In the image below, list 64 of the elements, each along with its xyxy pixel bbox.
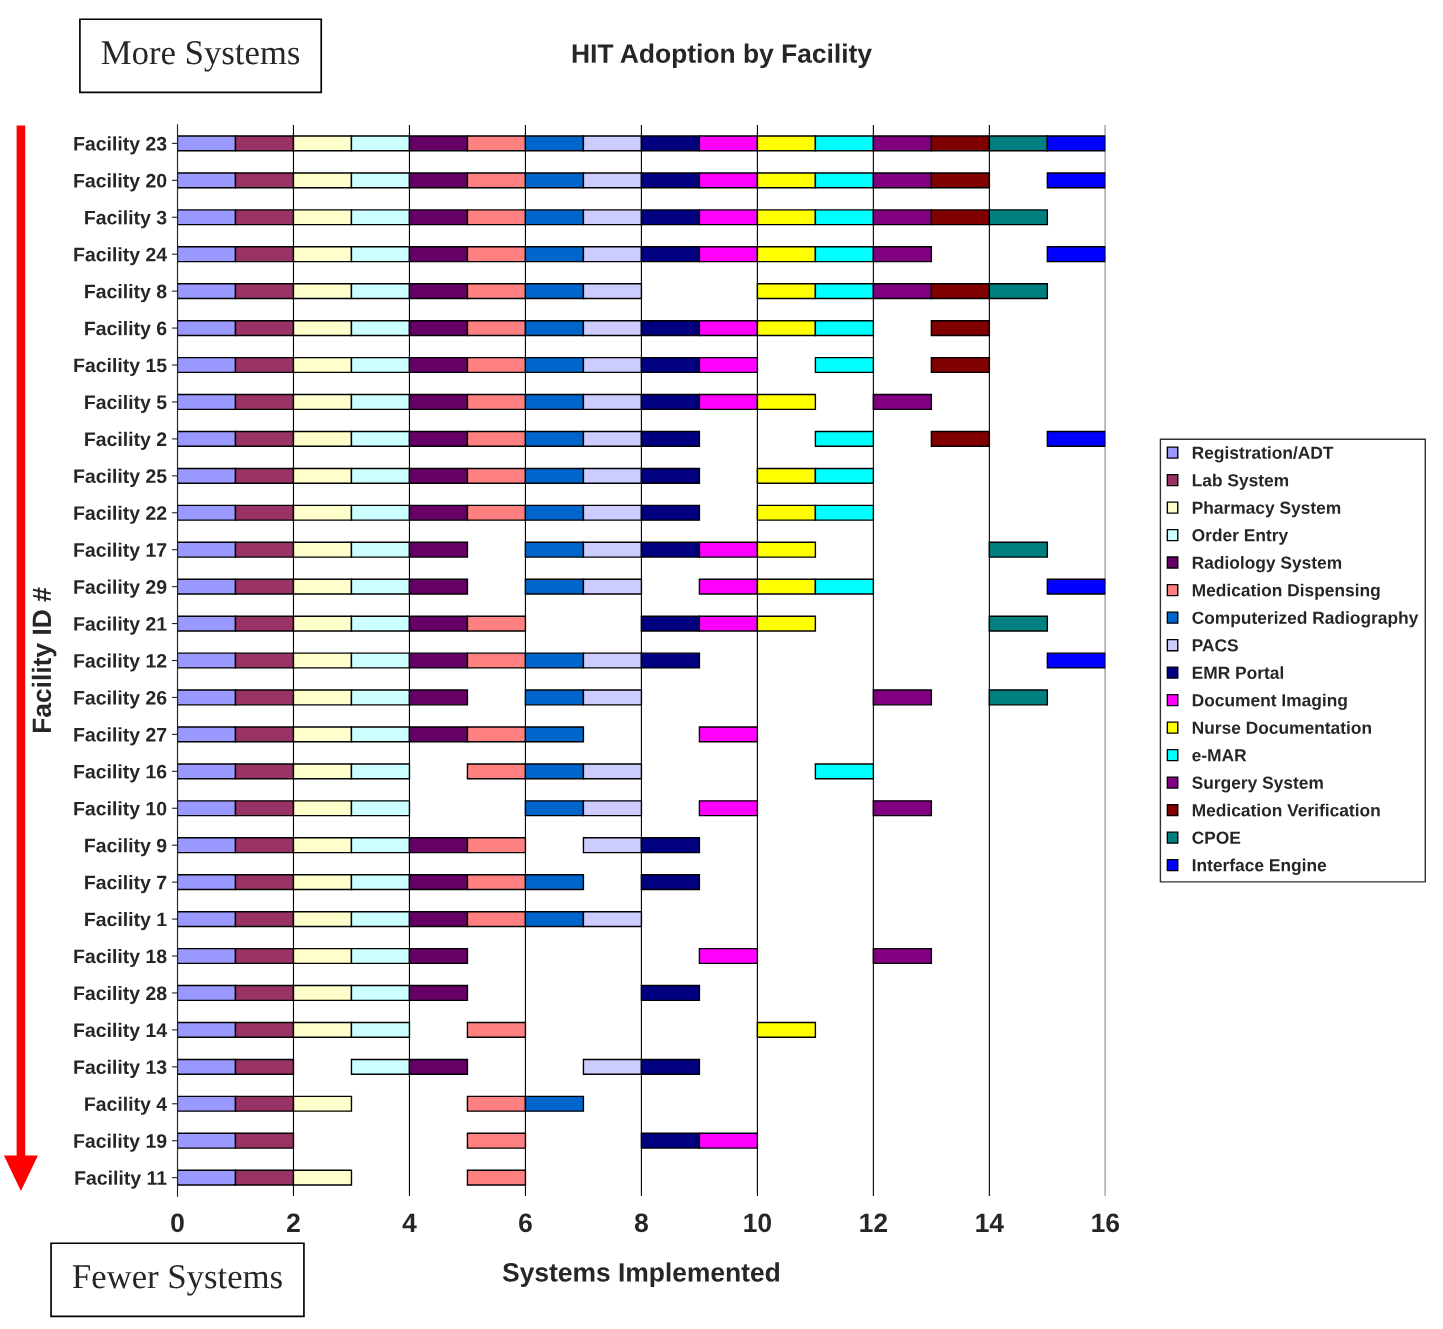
y-tick-label: Facility 28 bbox=[74, 985, 167, 1005]
x-tick-label: 12 bbox=[860, 1213, 887, 1232]
y-tick-label: Facility 27 bbox=[74, 727, 167, 746]
x-tick-label: 4 bbox=[402, 1213, 417, 1232]
y-tick-label: Facility 7 bbox=[85, 875, 167, 894]
x-tick-label: 16 bbox=[1092, 1213, 1120, 1233]
y-tick-label: Facility 3 bbox=[85, 210, 167, 229]
y-tick-label: Facility 4 bbox=[85, 1096, 167, 1115]
y-tick-label: Facility 6 bbox=[85, 321, 167, 340]
x-tick-label: 0 bbox=[171, 1213, 184, 1233]
x-tick-label: 10 bbox=[744, 1213, 771, 1233]
x-tick-label: 8 bbox=[634, 1213, 648, 1233]
legend-label: Lab System bbox=[1192, 473, 1289, 490]
y-tick-label: Facility 25 bbox=[74, 468, 167, 487]
y-tick-label: Facility 17 bbox=[74, 542, 167, 561]
legend-label: EMR Portal bbox=[1192, 666, 1284, 679]
x-tick-label: 6 bbox=[519, 1213, 532, 1233]
y-tick-label: Facility 18 bbox=[74, 948, 167, 968]
legend-label: Pharmacy System bbox=[1192, 501, 1341, 518]
legend-label: Document Imaging bbox=[1192, 693, 1347, 710]
legend-label: Medication Dispensing bbox=[1192, 583, 1380, 600]
y-tick-label: Facility 9 bbox=[85, 838, 167, 857]
bar bbox=[1046, 430, 1106, 447]
y-tick-label: Facility 23 bbox=[74, 136, 167, 155]
text: More Systems bbox=[101, 41, 300, 72]
y-tick-label: Facility 14 bbox=[74, 1022, 167, 1041]
legend-label: CPOE bbox=[1192, 831, 1241, 844]
y-tick-label: Facility 21 bbox=[74, 616, 167, 635]
y-tick-label: Facility 12 bbox=[74, 653, 167, 672]
y-tick-label: Facility 13 bbox=[74, 1059, 167, 1078]
chart-title: HIT Adoption by Facility bbox=[572, 43, 872, 69]
text: Fewer Systems bbox=[72, 1265, 282, 1296]
legend-label: Order Entry bbox=[1192, 528, 1289, 545]
y-tick-label: Facility 2 bbox=[85, 431, 167, 450]
y-tick-label: Facility 24 bbox=[74, 247, 167, 266]
legend-label: Medication Verification bbox=[1192, 803, 1380, 817]
bar bbox=[1046, 652, 1106, 669]
bar bbox=[1046, 246, 1106, 263]
legend-label: PACS bbox=[1192, 639, 1238, 652]
legend-label: Surgery System bbox=[1192, 776, 1323, 793]
legend-label: Registration/ADT bbox=[1192, 446, 1334, 463]
y-tick-label: Facility 8 bbox=[85, 284, 167, 303]
y-tick-label: Facility 11 bbox=[75, 1170, 167, 1189]
y-tick-label: Facility 29 bbox=[74, 579, 167, 598]
y-tick-label: Facility 10 bbox=[74, 801, 167, 820]
legend-label: Computerized Radiography bbox=[1192, 611, 1419, 628]
y-tick-label: Facility 26 bbox=[74, 690, 167, 709]
y-tick-label: Facility 16 bbox=[74, 764, 167, 783]
y-tick-label: Facility 15 bbox=[74, 357, 167, 377]
legend-label: Radiology System bbox=[1192, 556, 1342, 573]
x-tick-label: 14 bbox=[976, 1213, 1004, 1232]
legend-label: Nurse Documentation bbox=[1192, 721, 1371, 734]
y-tick-label: Facility 20 bbox=[74, 173, 167, 192]
y-axis-title: Facility ID # bbox=[31, 587, 57, 733]
bar bbox=[1046, 172, 1106, 189]
y-tick-label: Facility 22 bbox=[74, 505, 167, 524]
x-tick-label: 2 bbox=[287, 1213, 300, 1232]
legend-label: Interface Engine bbox=[1192, 858, 1327, 875]
x-axis-title: Systems Implemented bbox=[502, 1262, 780, 1287]
y-tick-label: Facility 5 bbox=[85, 394, 167, 414]
y-tick-label: Facility 19 bbox=[74, 1133, 167, 1152]
bar bbox=[1046, 578, 1106, 595]
y-tick-label: Facility 1 bbox=[85, 912, 167, 931]
legend-label: e-MAR bbox=[1192, 749, 1247, 762]
